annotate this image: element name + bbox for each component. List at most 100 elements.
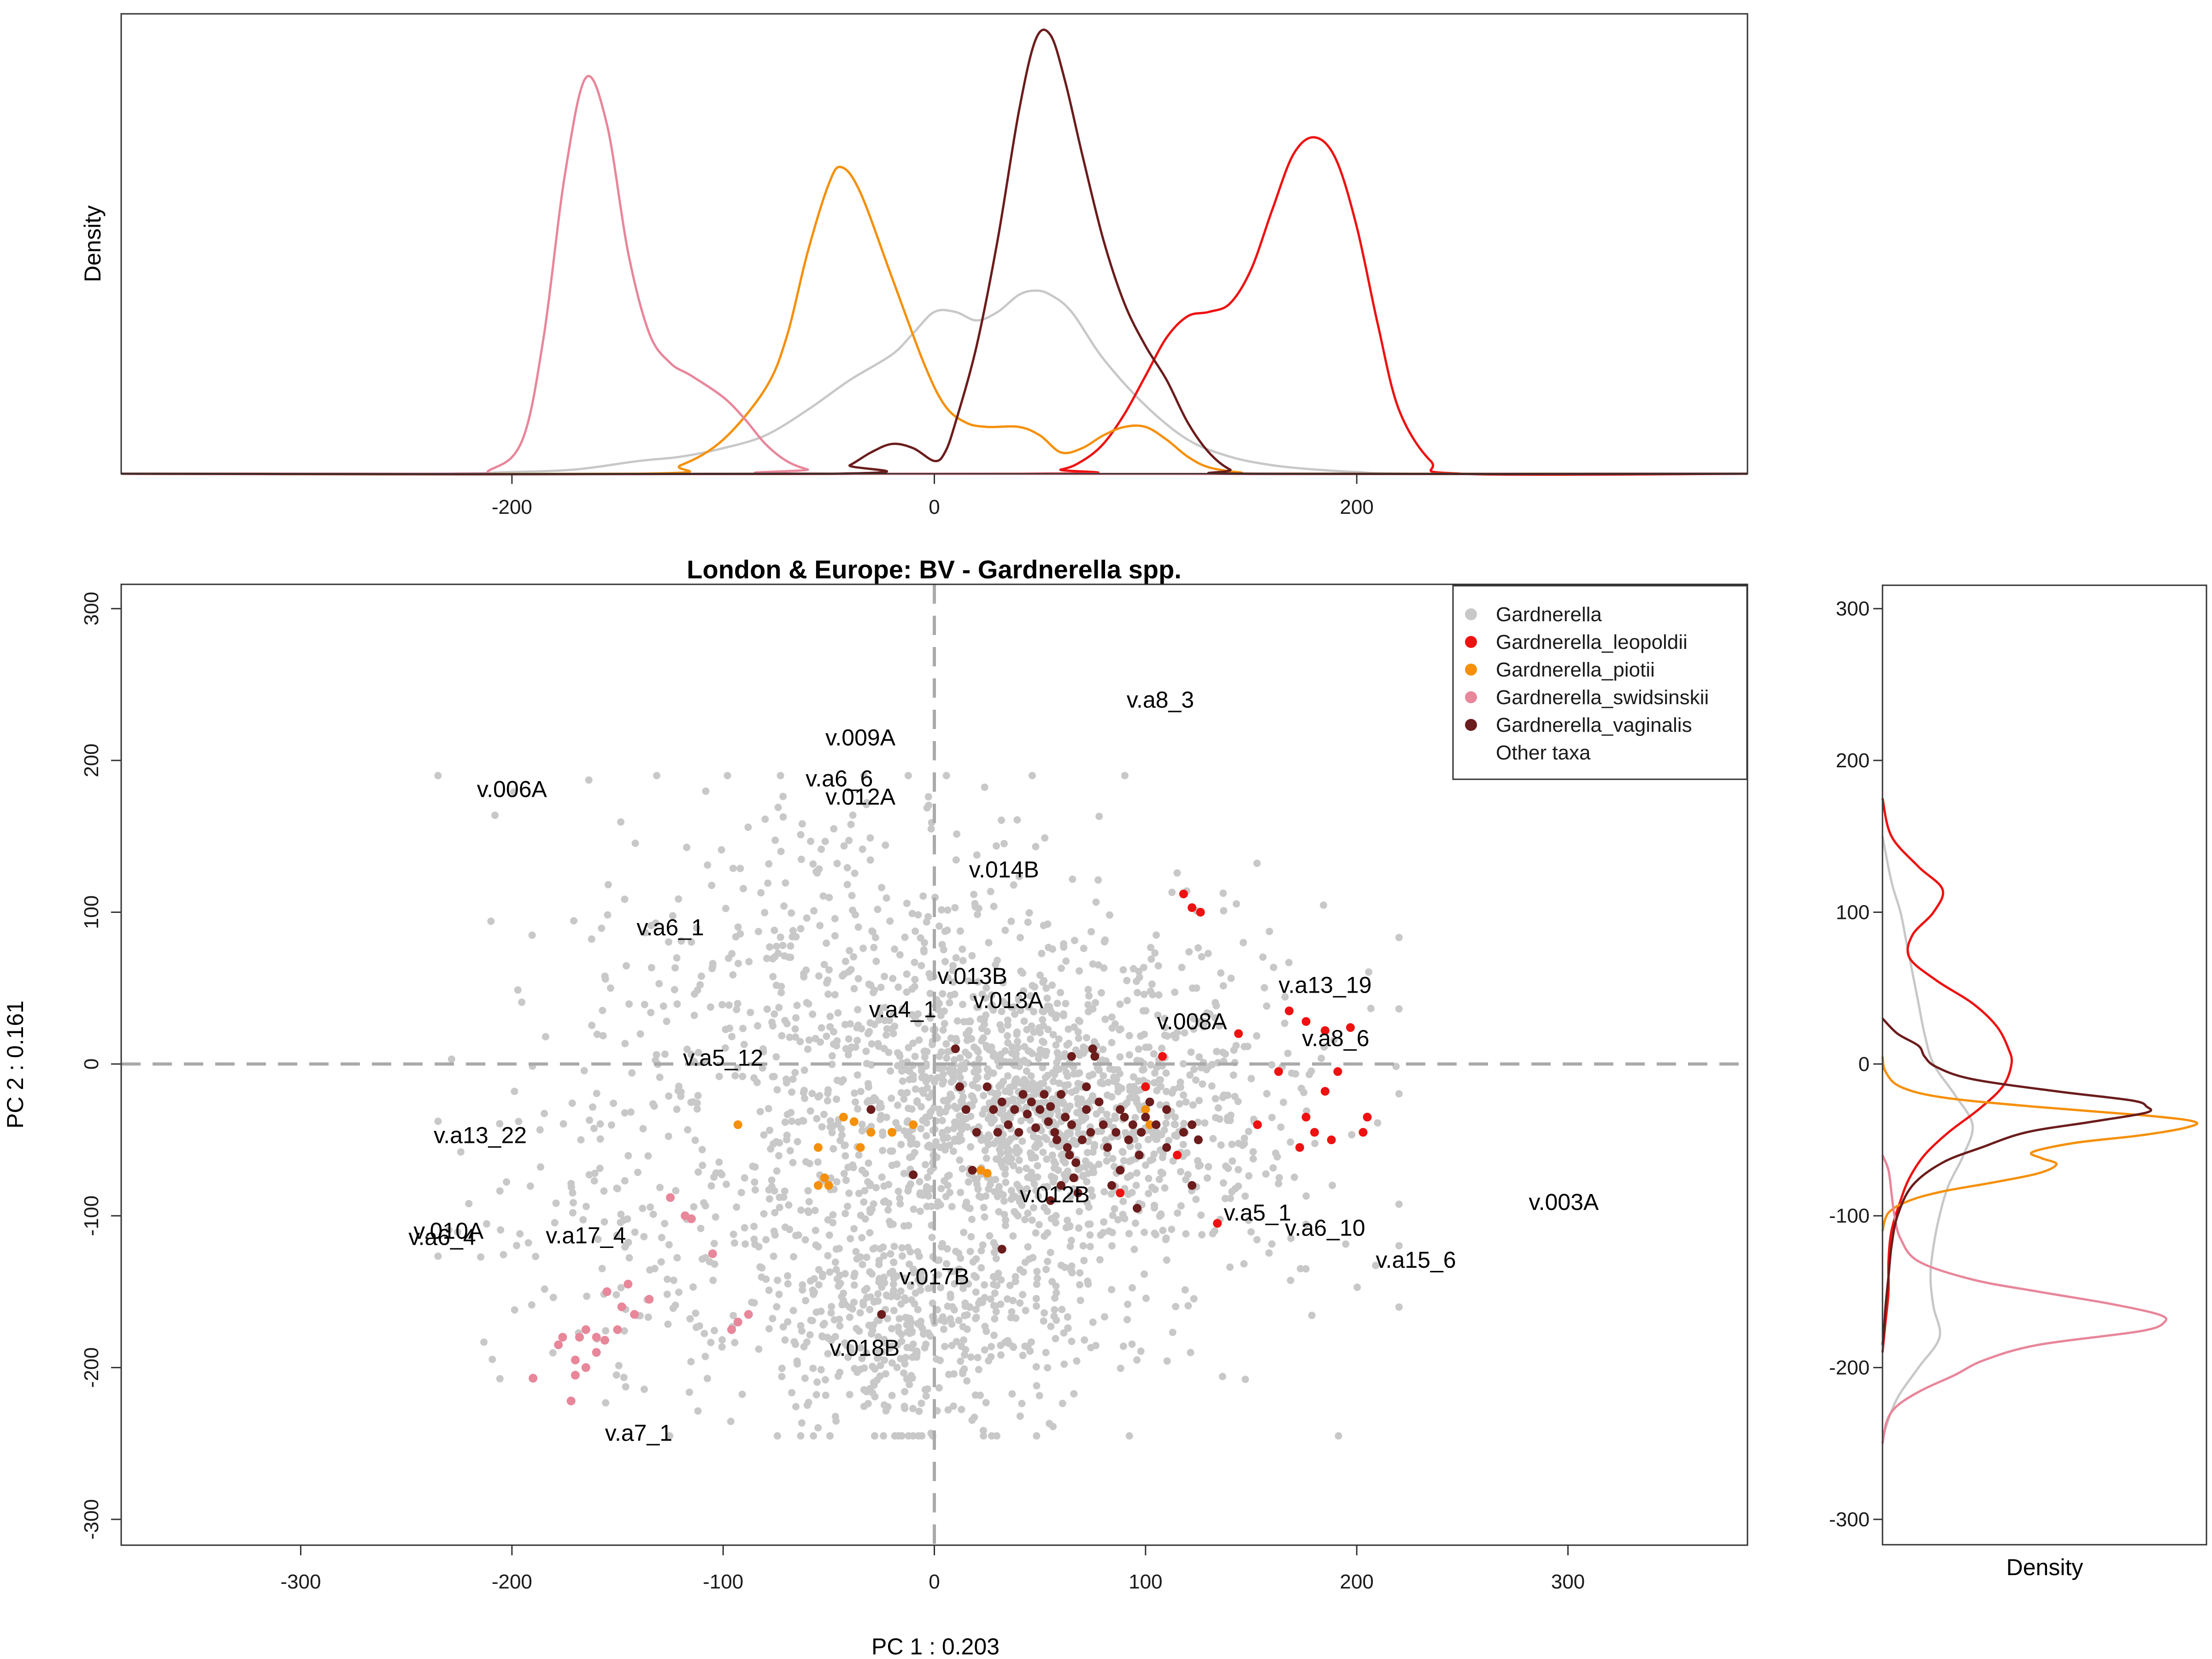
gardnerella-point xyxy=(1149,1155,1157,1163)
gardnerella-point xyxy=(445,1226,453,1234)
gardnerella-point xyxy=(896,1194,904,1202)
gardnerella-point xyxy=(1049,1178,1057,1186)
gardnerella-point xyxy=(812,1227,819,1234)
gardnerella-point xyxy=(929,1299,936,1307)
gardnerella-point xyxy=(988,991,996,999)
gardnerella-point xyxy=(949,962,957,970)
gardnerella-point xyxy=(1297,1265,1304,1272)
gardnerella-point xyxy=(641,1000,648,1008)
gardnerella-point xyxy=(687,1099,695,1106)
gardnerella-point xyxy=(906,1067,913,1075)
gardnerella-point xyxy=(1392,1063,1400,1071)
gardnerella-point xyxy=(966,1017,974,1025)
gardnerella-point xyxy=(496,1375,504,1382)
gardnerella-vaginalis-point xyxy=(1094,1097,1104,1106)
gardnerella-point xyxy=(857,1088,865,1095)
gardnerella-point xyxy=(901,1388,909,1395)
gardnerella-point xyxy=(866,1180,874,1188)
gardnerella-point xyxy=(826,1023,834,1031)
highlighted-series-points xyxy=(529,889,1372,1406)
y-tick-label: 100 xyxy=(80,895,103,929)
gardnerella-piotii-point xyxy=(909,1120,918,1130)
gardnerella-point xyxy=(1040,1008,1047,1016)
gardnerella-leopoldii-point xyxy=(1179,889,1188,899)
gardnerella-point xyxy=(1240,939,1247,947)
gardnerella-point xyxy=(927,974,935,982)
gardnerella-point xyxy=(789,1159,797,1166)
gardnerella-point xyxy=(1027,1035,1034,1043)
gardnerella-vaginalis-point xyxy=(1124,1135,1133,1144)
gardnerella-point xyxy=(701,1353,709,1360)
gardnerella-point xyxy=(857,1365,864,1373)
gardnerella-point xyxy=(1083,1149,1091,1156)
gardnerella-point xyxy=(957,1097,965,1105)
gardnerella-point xyxy=(864,1030,872,1037)
gardnerella-point xyxy=(1041,1309,1048,1317)
gardnerella-vaginalis-point xyxy=(1057,1181,1065,1190)
gardnerella-point xyxy=(863,1253,871,1261)
gardnerella-point xyxy=(649,1211,657,1218)
gardnerella-point xyxy=(991,1188,998,1195)
gardnerella-vaginalis-point xyxy=(1014,1128,1024,1137)
gardnerella-point xyxy=(965,977,972,985)
gardnerella-point xyxy=(950,1370,958,1378)
point-label: v.a13_22 xyxy=(434,1123,527,1148)
gardnerella-point xyxy=(1060,940,1067,948)
gardnerella-point xyxy=(963,1311,971,1319)
gardnerella-point xyxy=(1013,816,1021,824)
gardnerella-point xyxy=(1024,918,1032,926)
gardnerella-point xyxy=(897,1287,905,1295)
gardnerella-vaginalis-point xyxy=(1116,1165,1125,1175)
gardnerella-point xyxy=(866,834,874,842)
gardnerella-point xyxy=(1168,888,1176,896)
gardnerella-point xyxy=(1083,1178,1091,1186)
gardnerella-point xyxy=(804,1207,812,1215)
gardnerella-point xyxy=(912,1289,919,1297)
gardnerella-point xyxy=(853,1255,861,1263)
gardnerella-point xyxy=(824,1086,832,1094)
gardnerella-point xyxy=(809,860,817,868)
gardnerella-point xyxy=(858,1234,866,1241)
gardnerella-point xyxy=(826,1012,834,1020)
gardnerella-point xyxy=(726,1024,734,1032)
gardnerella-point xyxy=(904,772,912,779)
gardnerella-point xyxy=(951,1280,959,1288)
gardnerella-point xyxy=(906,1381,913,1388)
gardnerella-point xyxy=(1169,1157,1177,1165)
gardnerella-point xyxy=(797,925,805,933)
gardnerella-point xyxy=(1232,900,1240,908)
gardnerella-vaginalis-point xyxy=(997,1245,1006,1254)
gardnerella-point xyxy=(1076,1281,1083,1288)
gardnerella-point xyxy=(758,1273,765,1281)
gardnerella-point xyxy=(1141,1270,1148,1278)
gardnerella-point xyxy=(771,1187,778,1195)
gardnerella-point xyxy=(526,1182,534,1190)
gardnerella-point xyxy=(956,927,964,935)
gardnerella-leopoldii-point xyxy=(1310,1128,1319,1137)
right-density-curves xyxy=(1881,798,2199,1444)
gardnerella-point xyxy=(1070,1390,1078,1398)
gardnerella-point xyxy=(754,928,762,935)
gardnerella-point xyxy=(1127,1172,1135,1179)
gardnerella-swidsinskii-point xyxy=(571,1355,580,1365)
gardnerella-point xyxy=(1128,1156,1135,1164)
gardnerella-point xyxy=(1030,1180,1038,1188)
gardnerella-point xyxy=(841,958,849,965)
gardnerella-point xyxy=(736,865,744,872)
gardnerella-point xyxy=(1231,1185,1239,1193)
gardnerella-point xyxy=(1098,1056,1106,1064)
gardnerella-point xyxy=(834,1372,842,1380)
gardnerella-point xyxy=(1017,1079,1025,1087)
gardnerella-point xyxy=(974,911,981,918)
gardnerella-point xyxy=(1253,1032,1260,1040)
gardnerella-point xyxy=(916,1189,924,1197)
gardnerella-point xyxy=(673,954,681,962)
gardnerella-point xyxy=(739,1072,747,1080)
gardnerella-point xyxy=(901,933,909,941)
gardnerella-point xyxy=(924,1084,931,1092)
gardnerella-point xyxy=(942,1040,950,1048)
gardnerella-point xyxy=(1001,926,1009,934)
gardnerella-point xyxy=(950,1124,958,1132)
gardnerella-point xyxy=(859,1298,867,1306)
